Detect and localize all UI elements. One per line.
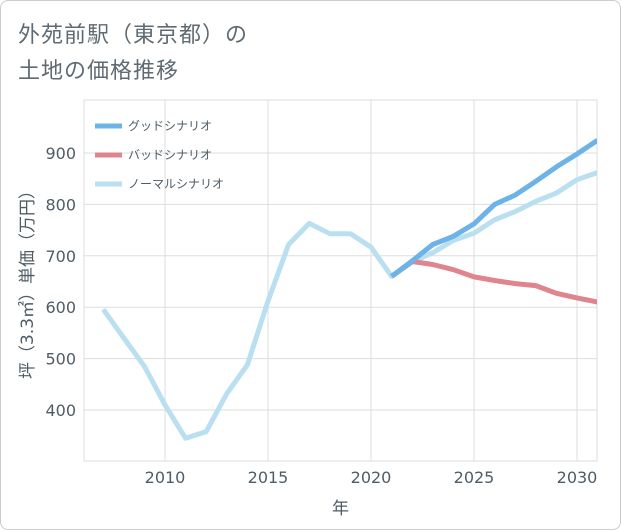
legend-label-1: バッドシナリオ — [128, 148, 212, 162]
legend-label-2: ノーマルシナリオ — [128, 177, 224, 191]
series-line-0 — [390, 138, 597, 279]
x-axis-label: 年 — [332, 499, 349, 519]
x-tick-label: 2010 — [145, 468, 186, 487]
tick-labels: 2010 2015 2020 2025 2030 400 500 600 700 800 900 — [45, 144, 597, 487]
legend-label-0: グッドシナリオ — [128, 119, 212, 133]
series-layer — [101, 138, 597, 441]
x-tick-label: 2015 — [248, 468, 289, 487]
x-tick-label: 2030 — [557, 468, 598, 487]
x-tick-label: 2025 — [454, 468, 495, 487]
series-line-1 — [390, 259, 597, 305]
plot-border — [83, 99, 598, 462]
series-line-2 — [101, 170, 597, 441]
y-tick-label: 600 — [45, 298, 76, 317]
y-axis-label: 坪（3.3㎡）単価（万円） — [18, 182, 38, 379]
y-tick-label: 800 — [45, 195, 76, 214]
y-tick-label: 400 — [45, 401, 76, 420]
x-tick-label: 2020 — [351, 468, 392, 487]
y-tick-label: 500 — [45, 350, 76, 369]
y-tick-label: 900 — [45, 144, 76, 163]
chart-title: 外苑前駅（東京都）の 土地の価格推移 — [18, 23, 249, 84]
y-tick-label: 700 — [45, 247, 76, 266]
